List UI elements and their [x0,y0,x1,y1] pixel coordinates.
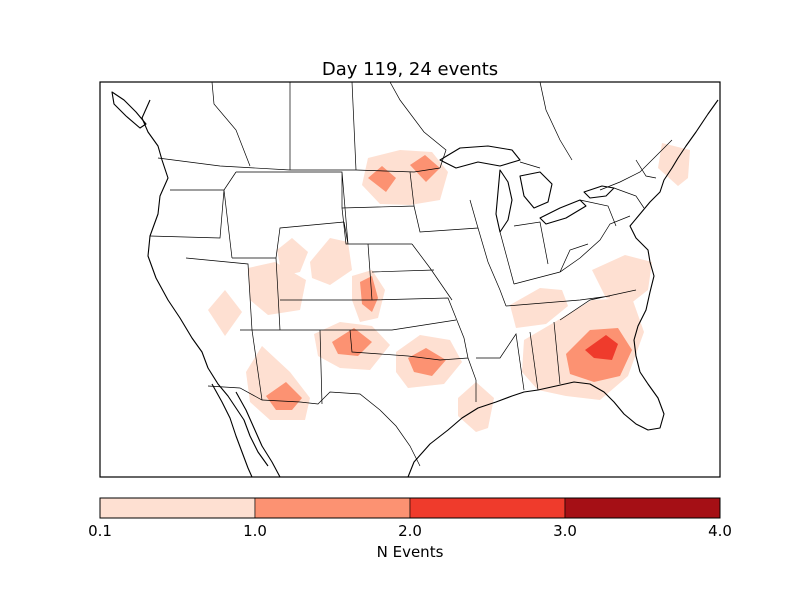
map-panel [99,81,721,478]
hotspot-north-carolina [592,255,652,304]
colorbar-bin-3 [409,497,566,519]
colorbar-bin-1 [99,497,256,519]
event-density-layer [208,143,690,432]
hotspot-wyoming [277,238,308,276]
hotspot-colorado-north [310,238,352,285]
hotspot-georgia-peak [585,335,618,360]
lake-michigan [495,169,513,233]
colorbar-bins [99,497,721,519]
lake-huron [519,171,553,209]
map-frame [99,81,721,478]
colorbar-label: N Events [377,543,444,561]
lake-superior [439,145,521,169]
hotspot-arizona [266,382,302,410]
hotspot-tennessee [510,288,568,328]
lake-ontario [583,185,615,199]
hotspot-utah-colorado [248,262,306,315]
hotspot-oklahoma [408,348,446,376]
gulf-of-california [235,391,281,478]
colorbar-tick-label: 0.1 [88,522,112,540]
gulf-coastline [407,371,665,478]
colorbar-bin-2 [254,497,411,519]
canada-borders [211,81,573,171]
coastlines-and-borders [111,81,719,478]
hotspot-north-dakota-b [410,155,440,182]
colorbar-ticks: 0.1 1.0 2.0 3.0 4.0 [88,522,732,540]
hotspot-texas-coast [458,382,494,432]
hotspot-colorado-kansas [360,276,378,312]
hotspot-north-dakota-a [368,166,396,192]
colorbar-tick-label: 2.0 [398,522,422,540]
colorbar-tick-label: 1.0 [243,522,267,540]
us-mexico-border [207,385,421,467]
baja-coast [211,383,253,478]
pacific-coastline [141,99,269,467]
lake-erie [539,199,587,225]
vancouver-island [111,91,147,129]
us-canada-border [157,139,673,191]
colorbar-bin-4 [564,497,721,519]
atlantic-coastline [629,99,719,373]
colorbar: 0.1 1.0 2.0 3.0 4.0 N Events [88,497,732,561]
state-borders [149,159,657,405]
colorbar-tick-label: 3.0 [553,522,577,540]
colorbar-frame [99,497,721,519]
hotspot-new-mexico [332,328,372,356]
colorbar-tick-label: 4.0 [708,522,732,540]
hotspot-nevada [208,290,242,336]
map-title: Day 119, 24 events [322,59,498,80]
